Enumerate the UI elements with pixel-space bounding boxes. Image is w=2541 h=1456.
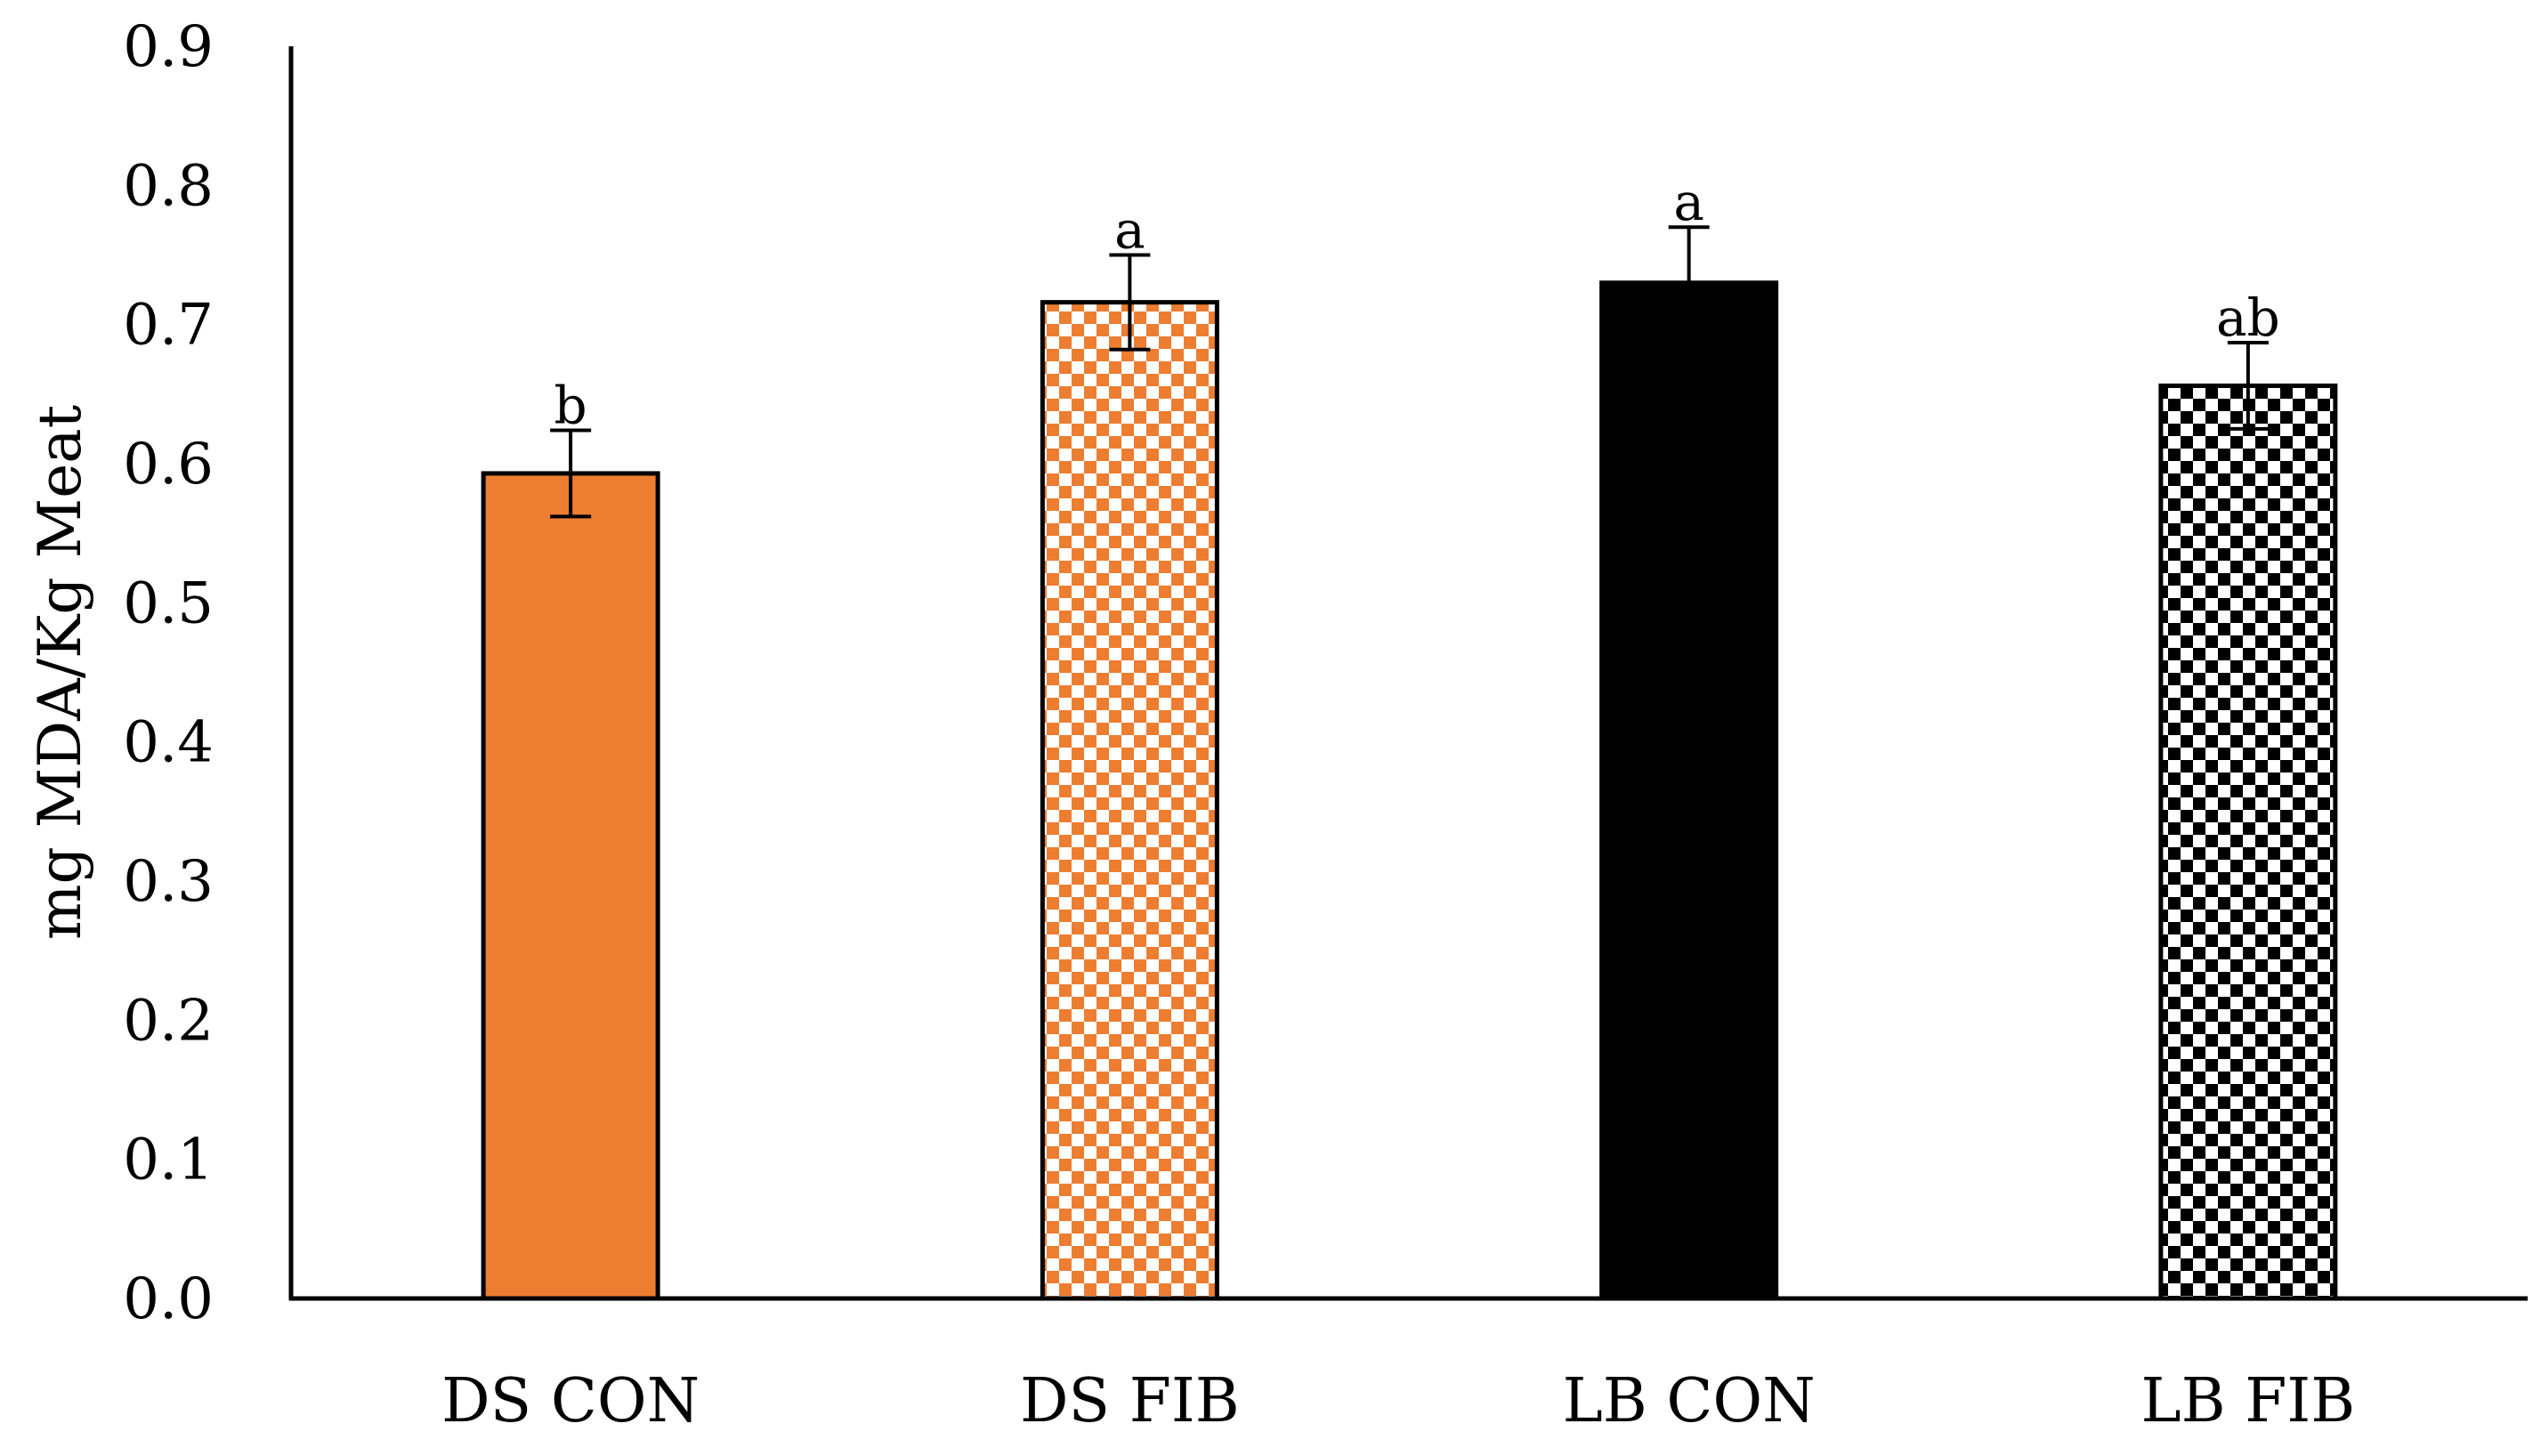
category-label: DS FIB (1020, 1366, 1240, 1436)
error-bars (550, 225, 2269, 519)
y-tick-label: 0.8 (123, 153, 214, 219)
significance-label: a (1114, 200, 1145, 261)
y-tick-label: 0.2 (123, 988, 214, 1054)
y-tick-label: 0.7 (123, 293, 214, 359)
bar (1599, 280, 1779, 1301)
significance-label: a (1673, 172, 1704, 232)
y-tick-label: 0.1 (123, 1128, 214, 1193)
significance-label: ab (2216, 287, 2280, 348)
y-axis-title: mg MDA/Kg Meat (26, 405, 94, 940)
category-labels: DS CON DS FIB LB CON LB FIB (441, 1366, 2355, 1436)
y-tick-label: 0.4 (123, 710, 214, 776)
bar (1040, 300, 1219, 1301)
bars (481, 280, 2338, 1301)
significance-labels: b a a ab (554, 172, 2280, 435)
y-tick-label: 0.3 (123, 849, 214, 915)
y-tick-label: 0.5 (123, 570, 214, 636)
significance-label: b (554, 375, 587, 435)
y-axis-ticks: 0.0 0.1 0.2 0.3 0.4 0.5 0.6 0.7 0.8 0.9 (123, 14, 214, 1332)
bar (2158, 383, 2338, 1301)
category-label: LB CON (1563, 1366, 1816, 1436)
bar (481, 471, 660, 1301)
category-label: DS CON (441, 1366, 700, 1436)
y-tick-label: 0.0 (123, 1266, 214, 1332)
category-label: LB FIB (2140, 1366, 2355, 1436)
y-tick-label: 0.9 (123, 14, 214, 80)
y-tick-label: 0.6 (123, 432, 214, 497)
